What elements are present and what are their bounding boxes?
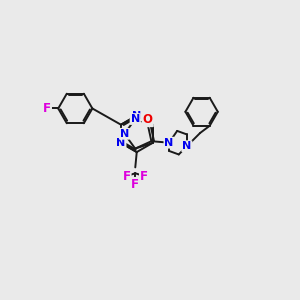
Text: O: O xyxy=(143,113,153,126)
Text: N: N xyxy=(130,114,140,124)
Text: N: N xyxy=(116,138,126,148)
Text: F: F xyxy=(43,102,51,115)
Text: N: N xyxy=(132,110,141,121)
Text: F: F xyxy=(140,170,148,184)
Text: F: F xyxy=(123,170,130,184)
Text: N: N xyxy=(120,129,129,139)
Text: F: F xyxy=(131,178,139,191)
Text: N: N xyxy=(164,138,174,148)
Text: N: N xyxy=(182,141,191,151)
